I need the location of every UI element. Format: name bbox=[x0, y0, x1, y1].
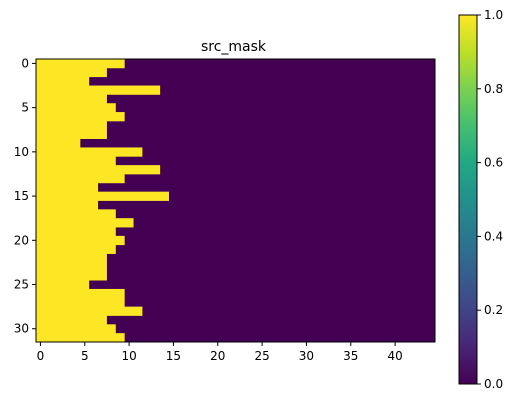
y-tick-label: 5 bbox=[21, 101, 29, 115]
x-tick-label: 15 bbox=[166, 349, 181, 363]
heatmap-row-20 bbox=[36, 235, 125, 246]
colorbar-tick-label: 0.8 bbox=[484, 82, 503, 96]
x-tick-label: 25 bbox=[254, 349, 269, 363]
heatmap-row-1 bbox=[36, 67, 107, 78]
heatmap-row-5 bbox=[36, 103, 116, 113]
y-tick-label: 30 bbox=[14, 322, 29, 336]
heatmap-row-3 bbox=[36, 85, 161, 95]
colorbar-tick-label: 0.6 bbox=[484, 156, 503, 170]
heatmap-row-13 bbox=[36, 173, 125, 184]
heatmap-row-29 bbox=[36, 315, 107, 325]
heatmap-row-25 bbox=[36, 280, 90, 290]
y-tick-label: 10 bbox=[14, 145, 29, 159]
heatmap-row-2 bbox=[36, 76, 90, 86]
y-tick-label: 20 bbox=[14, 233, 29, 247]
heatmap-row-7 bbox=[36, 120, 107, 131]
heatmap-row-27 bbox=[36, 297, 125, 308]
heatmap-row-19 bbox=[36, 227, 116, 237]
colorbar-ticks: 0.0 0.2 0.4 0.6 0.8 1.0 bbox=[477, 8, 503, 391]
heatmap-row-22 bbox=[36, 253, 107, 263]
heatmap-row-21 bbox=[36, 244, 116, 254]
heatmap-row-11 bbox=[36, 156, 116, 166]
colorbar-tick-label: 1.0 bbox=[484, 8, 503, 22]
heatmap-row-12 bbox=[36, 165, 161, 175]
chart-title: src_mask bbox=[201, 39, 267, 55]
x-tick-label: 0 bbox=[37, 349, 45, 363]
x-tick-label: 40 bbox=[387, 349, 402, 363]
heatmap-row-16 bbox=[36, 200, 99, 210]
x-tick-label: 10 bbox=[121, 349, 136, 363]
heatmap-row-8 bbox=[36, 129, 107, 139]
y-tick-label: 25 bbox=[14, 278, 29, 292]
colorbar-tick-label: 0.4 bbox=[484, 229, 503, 243]
x-tick-label: 5 bbox=[81, 349, 89, 363]
heatmap-row-14 bbox=[36, 182, 99, 193]
y-tick-label: 0 bbox=[21, 56, 29, 70]
colorbar-tick-label: 0.2 bbox=[484, 303, 503, 317]
x-axis-ticks: 0 5 10 15 20 25 30 35 40 bbox=[37, 342, 403, 363]
y-axis-ticks: 0 5 10 15 20 25 30 bbox=[14, 56, 36, 336]
heatmap-row-9 bbox=[36, 138, 81, 148]
heatmap-row-26 bbox=[36, 288, 125, 299]
x-tick-label: 30 bbox=[299, 349, 314, 363]
x-tick-label: 35 bbox=[343, 349, 358, 363]
x-tick-label: 20 bbox=[210, 349, 225, 363]
heatmap-row-4 bbox=[36, 94, 107, 104]
heatmap-row-23 bbox=[36, 262, 107, 272]
colorbar-tick-label: 0.0 bbox=[484, 377, 503, 391]
heatmap-row-17 bbox=[36, 209, 116, 219]
heatmap-row-6 bbox=[36, 112, 125, 122]
heatmap-row-30 bbox=[36, 324, 116, 334]
heatmap-row-18 bbox=[36, 218, 134, 228]
axes-frame bbox=[35, 58, 436, 343]
heatmap-row-10 bbox=[36, 147, 143, 157]
heatmap-row-31 bbox=[36, 333, 125, 343]
y-tick-label: 15 bbox=[14, 189, 29, 203]
heatmap-row-0 bbox=[36, 59, 125, 69]
heatmap-cells bbox=[36, 59, 435, 343]
heatmap-row-24 bbox=[36, 271, 107, 281]
heatmap-row-28 bbox=[36, 306, 143, 316]
colorbar bbox=[458, 14, 478, 385]
heatmap-row-15 bbox=[36, 191, 169, 201]
